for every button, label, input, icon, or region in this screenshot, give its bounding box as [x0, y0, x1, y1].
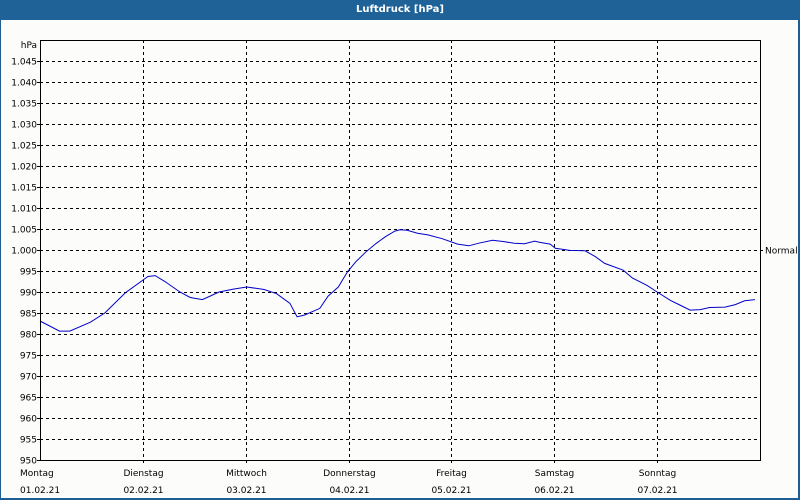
y-tick-label: 1.015: [11, 184, 37, 194]
annotations: Normal: [760, 247, 798, 257]
y-tick-label: 1.020: [11, 163, 37, 173]
y-tick-label: 1.045: [11, 58, 37, 68]
x-tick-date: 05.02.21: [431, 486, 471, 496]
chart-title: Luftdruck [hPa]: [0, 0, 800, 20]
y-tick-label: 995: [20, 268, 37, 278]
y-tick-label: 1.005: [11, 226, 37, 236]
y-tick-label: 1.040: [11, 79, 37, 89]
y-tick-label: 1.000: [11, 247, 37, 257]
x-tick-date: 04.02.21: [329, 486, 369, 496]
y-tick-label: 1.025: [11, 142, 37, 152]
x-tick-day: Samstag: [535, 469, 574, 479]
y-tick-label: 965: [20, 394, 37, 404]
y-tick-label: 970: [20, 373, 37, 383]
y-axis: 950 955 960 965 970 975 980 985 990 995 1.000 1.005…: [11, 41, 40, 467]
x-tick-date: 07.02.21: [637, 486, 677, 496]
y-tick-label: 1.030: [11, 121, 37, 131]
grid-lines: [40, 40, 760, 464]
x-tick-day: Mittwoch: [226, 469, 267, 479]
x-tick-day: Donnerstag: [323, 469, 376, 479]
y-tick-label: 975: [20, 352, 37, 362]
x-tick-day: Montag: [20, 469, 54, 479]
y-tick-label: 1.010: [11, 205, 37, 215]
x-tick-date: 06.02.21: [534, 486, 574, 496]
y-tick-label: 1.035: [11, 100, 37, 110]
y-axis-unit: hPa: [21, 41, 37, 51]
y-tick-label: 990: [20, 289, 37, 299]
x-tick-day: Sonntag: [639, 469, 676, 479]
normal-label: Normal: [765, 247, 798, 257]
y-tick-label: 980: [20, 331, 37, 341]
pressure-line: [39, 229, 755, 332]
x-tick-date: 03.02.21: [226, 486, 266, 496]
y-tick-label: 985: [20, 310, 37, 320]
y-tick-label: 955: [20, 436, 37, 446]
x-tick-day: Freitag: [436, 469, 467, 479]
x-axis: Montag 01.02.21 Dienstag 02.02.21 Mittwoch 03…: [20, 469, 678, 496]
y-tick-label: 960: [20, 415, 37, 425]
x-tick-date: 01.02.21: [20, 486, 60, 496]
x-tick-date: 02.02.21: [123, 486, 163, 496]
y-tick-label: 950: [20, 457, 37, 467]
x-tick-day: Dienstag: [123, 469, 163, 479]
